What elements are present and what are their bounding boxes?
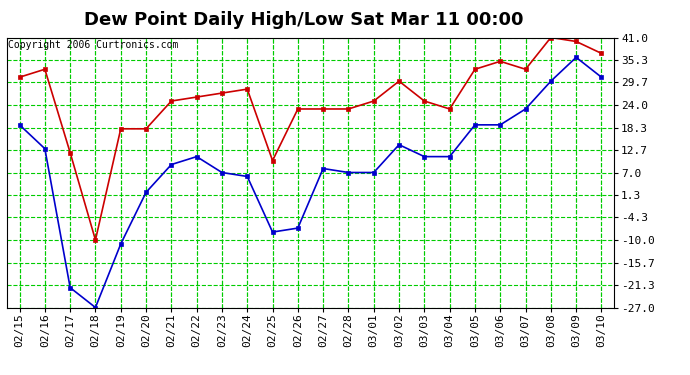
Text: Dew Point Daily High/Low Sat Mar 11 00:00: Dew Point Daily High/Low Sat Mar 11 00:0… <box>84 11 523 29</box>
Text: Copyright 2006 Curtronics.com: Copyright 2006 Curtronics.com <box>8 40 179 50</box>
